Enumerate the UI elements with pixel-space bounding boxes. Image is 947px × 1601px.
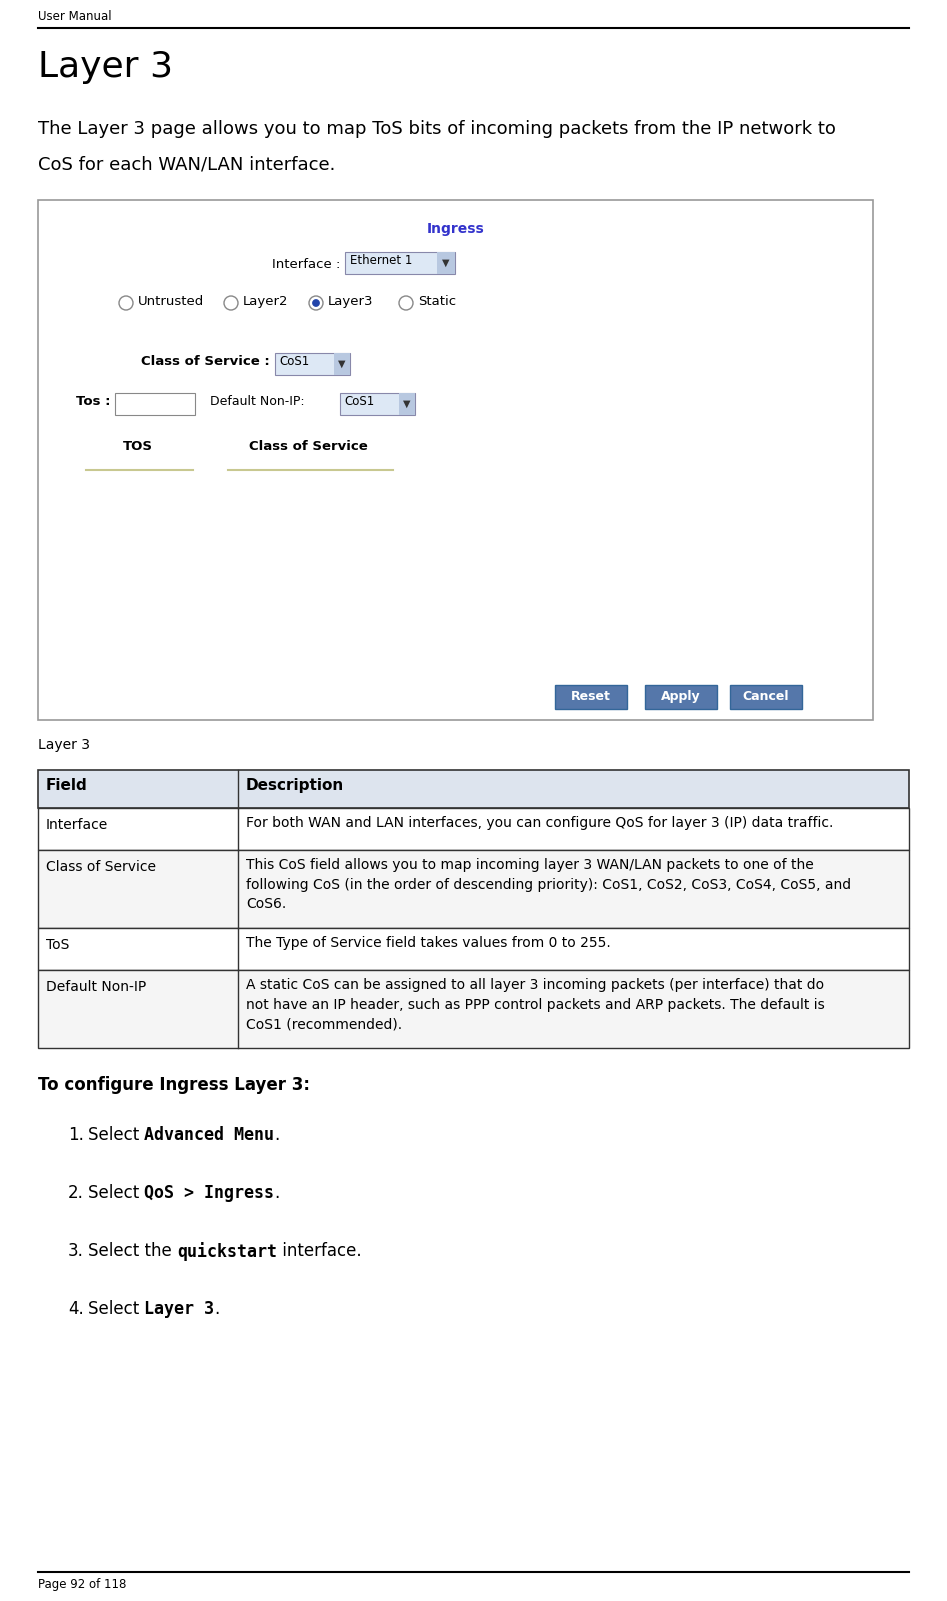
FancyBboxPatch shape [555,685,627,709]
FancyBboxPatch shape [730,685,802,709]
Text: Ingress: Ingress [427,223,484,235]
Text: quickstart: quickstart [177,1242,277,1262]
Text: Layer 3: Layer 3 [38,50,173,83]
Text: Default Non-IP:: Default Non-IP: [210,395,305,408]
Text: 2.: 2. [68,1185,84,1202]
FancyBboxPatch shape [38,200,873,720]
Text: Apply: Apply [661,690,701,703]
Text: The Layer 3 page allows you to map ToS bits of incoming packets from the IP netw: The Layer 3 page allows you to map ToS b… [38,120,836,138]
Text: Interface :: Interface : [272,258,340,271]
Text: Class of Service :: Class of Service : [141,355,270,368]
Text: ▼: ▼ [338,359,346,368]
Text: Tos :: Tos : [76,395,110,408]
Text: Layer2: Layer2 [243,295,289,307]
Text: .: . [275,1126,279,1145]
Text: CoS for each WAN/LAN interface.: CoS for each WAN/LAN interface. [38,155,335,173]
Text: ToS: ToS [46,938,69,953]
FancyBboxPatch shape [275,352,350,375]
Text: For both WAN and LAN interfaces, you can configure QoS for layer 3 (IP) data tra: For both WAN and LAN interfaces, you can… [246,817,833,829]
FancyBboxPatch shape [38,809,909,850]
Circle shape [309,296,323,311]
Text: A static CoS can be assigned to all layer 3 incoming packets (per interface) tha: A static CoS can be assigned to all laye… [246,978,825,1031]
FancyBboxPatch shape [38,929,909,970]
Text: Select: Select [88,1185,145,1202]
Circle shape [119,296,133,311]
Text: Layer 3: Layer 3 [38,738,90,752]
Text: Static: Static [418,295,456,307]
Text: The Type of Service field takes values from 0 to 255.: The Type of Service field takes values f… [246,937,611,949]
Text: 1.: 1. [68,1126,84,1145]
Text: 4.: 4. [68,1300,83,1318]
Circle shape [313,299,319,306]
Text: .: . [215,1300,220,1318]
FancyBboxPatch shape [38,850,909,929]
Text: Select: Select [88,1300,145,1318]
Text: ▼: ▼ [403,399,411,408]
Text: ▼: ▼ [442,258,450,267]
Text: Interface: Interface [46,818,108,833]
FancyBboxPatch shape [334,352,350,375]
Text: Cancel: Cancel [742,690,789,703]
FancyBboxPatch shape [38,770,909,809]
Text: Description: Description [246,778,345,792]
Text: This CoS field allows you to map incoming layer 3 WAN/LAN packets to one of the
: This CoS field allows you to map incomin… [246,858,851,911]
Text: 3.: 3. [68,1242,84,1260]
Text: Advanced Menu: Advanced Menu [145,1126,275,1145]
FancyBboxPatch shape [340,392,415,415]
Text: User Manual: User Manual [38,10,112,22]
FancyBboxPatch shape [345,251,455,274]
FancyBboxPatch shape [399,392,415,415]
Text: Reset: Reset [571,690,611,703]
FancyBboxPatch shape [437,251,455,274]
Text: Ethernet 1: Ethernet 1 [350,255,412,267]
Circle shape [399,296,413,311]
Text: Default Non-IP: Default Non-IP [46,980,146,994]
Text: Select the: Select the [88,1242,177,1260]
Circle shape [224,296,238,311]
Text: .: . [275,1185,279,1202]
Text: Untrusted: Untrusted [138,295,205,307]
Text: Layer 3: Layer 3 [145,1300,215,1318]
Text: interface.: interface. [277,1242,362,1260]
Text: CoS1: CoS1 [344,395,374,408]
Text: Layer3: Layer3 [328,295,373,307]
Text: Select: Select [88,1126,145,1145]
Text: Field: Field [46,778,88,792]
FancyBboxPatch shape [38,970,909,1049]
Text: QoS > Ingress: QoS > Ingress [145,1185,275,1202]
Text: Class of Service: Class of Service [249,440,367,453]
Text: CoS1: CoS1 [279,355,310,368]
Text: Page 92 of 118: Page 92 of 118 [38,1579,126,1591]
FancyBboxPatch shape [115,392,195,415]
Text: To configure Ingress Layer 3:: To configure Ingress Layer 3: [38,1076,310,1093]
Text: Class of Service: Class of Service [46,860,156,874]
FancyBboxPatch shape [645,685,717,709]
Text: TOS: TOS [123,440,153,453]
